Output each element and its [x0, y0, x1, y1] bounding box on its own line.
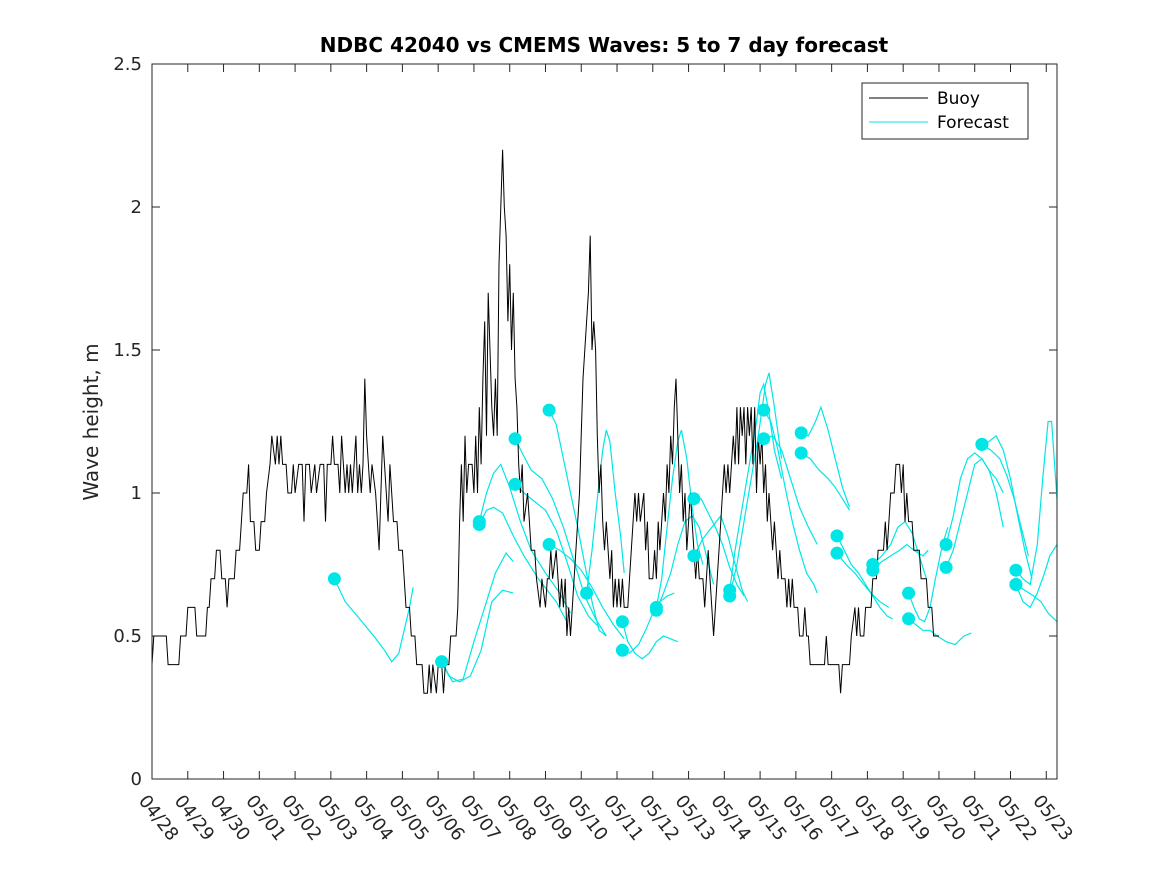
- forecast-line: [655, 515, 715, 611]
- buoy-series-line: [152, 149, 939, 694]
- forecast-start-marker: [327, 572, 341, 586]
- forecast-start-marker: [830, 546, 844, 560]
- forecast-start-marker: [1009, 563, 1023, 577]
- forecast-line: [872, 543, 929, 571]
- forecast-line: [441, 552, 514, 683]
- forecast-start-marker: [542, 538, 556, 551]
- forecast-start-marker: [508, 432, 522, 446]
- forecast-start-marker: [435, 655, 449, 669]
- forecast-line: [872, 520, 927, 579]
- forecast-start-marker: [649, 603, 663, 617]
- forecast-line: [945, 457, 1004, 568]
- forecast-start-marker: [472, 518, 486, 531]
- forecast-line: [1015, 583, 1057, 623]
- forecast-start-marker: [939, 538, 953, 551]
- forecast-line: [693, 498, 745, 597]
- y-tick-label: 0.5: [113, 626, 142, 647]
- forecast-line: [621, 621, 679, 660]
- forecast-line: [514, 438, 607, 637]
- forecast-line: [1015, 420, 1057, 586]
- forecast-line: [1015, 544, 1057, 609]
- forecast-line: [908, 527, 949, 623]
- forecast-line: [945, 452, 1004, 545]
- forecast-start-marker: [687, 492, 701, 506]
- y-tick-label: 2: [131, 197, 142, 218]
- chart-title: NDBC 42040 vs CMEMS Waves: 5 to 7 day fo…: [320, 33, 889, 57]
- forecast-start-marker: [687, 549, 701, 563]
- legend-box: [861, 82, 1029, 140]
- forecast-start-marker: [542, 403, 556, 417]
- forecast-line: [981, 434, 1033, 579]
- forecast-start-marker: [615, 643, 629, 657]
- y-tick-label: 0: [131, 769, 142, 790]
- forecast-start-marker: [615, 615, 629, 629]
- forecast-line: [333, 578, 414, 663]
- y-tick-label: 1.5: [113, 340, 142, 361]
- y-tick-label: 2.5: [113, 54, 142, 75]
- forecast-start-marker: [975, 437, 989, 451]
- forecast-start-marker: [580, 586, 594, 600]
- forecast-line: [586, 429, 625, 594]
- legend-label-buoy: Buoy: [937, 89, 980, 109]
- forecast-start-marker: [723, 589, 737, 603]
- forecast-line: [763, 435, 818, 545]
- legend-label-forecast: Forecast: [937, 113, 1009, 133]
- forecast-line: [478, 506, 568, 622]
- forecast-start-marker: [902, 612, 916, 626]
- y-axis-ticks: 0 0.5 1 1.5 2 2.5: [113, 54, 1057, 790]
- y-tick-label: 1: [131, 483, 142, 504]
- forecast-start-marker: [794, 426, 808, 440]
- forecast-start-marker: [830, 529, 844, 543]
- forecast-line: [441, 589, 514, 683]
- forecast-start-marker: [508, 477, 522, 491]
- forecast-line: [800, 405, 851, 508]
- forecast-line: [548, 543, 625, 640]
- forecast-start-markers: [327, 403, 1023, 669]
- forecast-line: [693, 514, 749, 602]
- forecast-start-marker: [794, 446, 808, 460]
- forecast-line: [800, 452, 851, 511]
- y-axis-label: Wave height, m: [79, 343, 103, 500]
- forecast-line: [836, 552, 890, 608]
- forecast-start-marker: [757, 403, 771, 417]
- forecast-line: [655, 429, 704, 608]
- forecast-line: [981, 443, 1029, 557]
- forecast-start-marker: [757, 432, 771, 446]
- forecast-start-marker: [902, 586, 916, 600]
- forecast-line: [622, 592, 675, 654]
- forecast-line: [478, 463, 572, 614]
- plot-frame: [151, 63, 1058, 780]
- legend: Buoy Forecast: [861, 82, 1029, 140]
- forecast-line: [836, 535, 893, 620]
- forecast-start-marker: [1009, 578, 1023, 591]
- forecast-start-marker: [866, 563, 880, 577]
- forecast-start-marker: [939, 560, 953, 574]
- forecast-line: [763, 409, 818, 594]
